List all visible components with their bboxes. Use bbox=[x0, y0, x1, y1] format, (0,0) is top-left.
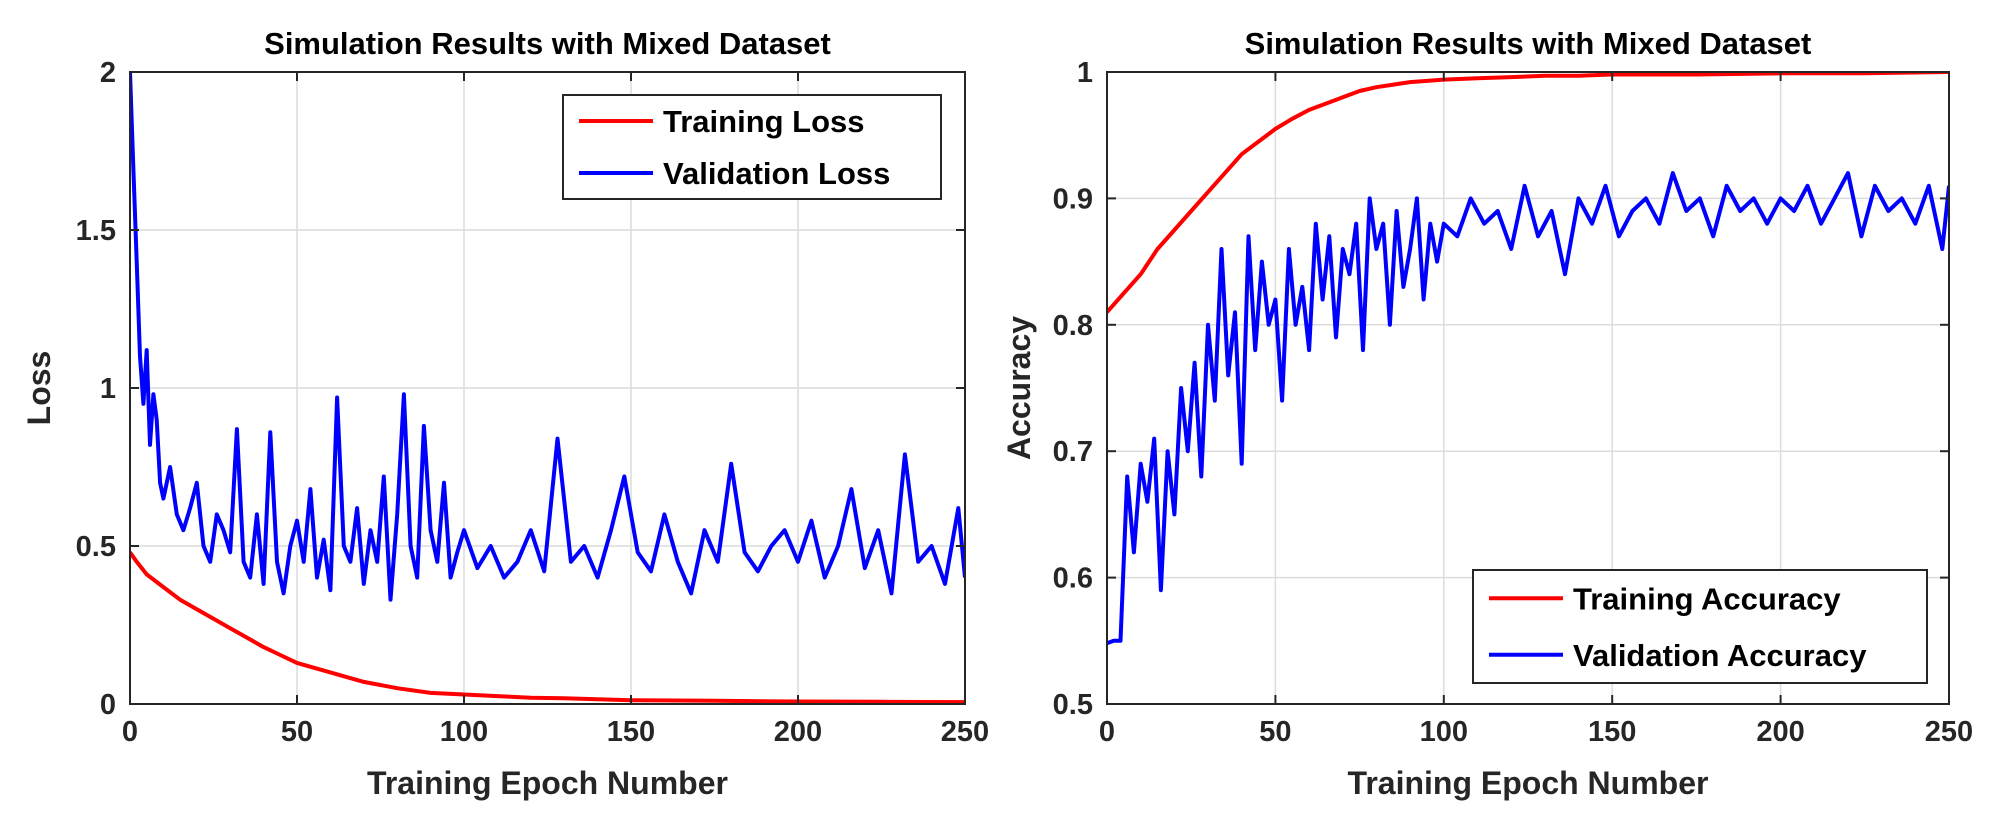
chart-title: Simulation Results with Mixed Dataset bbox=[264, 26, 831, 61]
x-tick-label: 0 bbox=[122, 716, 138, 748]
x-axis-label: Training Epoch Number bbox=[1348, 765, 1709, 801]
y-tick-label: 0.5 bbox=[76, 531, 116, 563]
y-tick-label: 0.9 bbox=[1053, 183, 1093, 215]
legend-box bbox=[1472, 569, 1928, 684]
x-tick-label: 100 bbox=[1420, 716, 1468, 748]
y-tick-label: 2 bbox=[100, 57, 116, 89]
y-tick-label: 0 bbox=[100, 689, 116, 721]
y-axis-label: Loss bbox=[21, 351, 57, 426]
y-tick-label: 0.7 bbox=[1053, 436, 1093, 468]
y-tick-label: 1 bbox=[1077, 57, 1093, 89]
x-tick-label: 100 bbox=[440, 716, 488, 748]
x-tick-label: 150 bbox=[607, 716, 655, 748]
series-line-validation-accuracy bbox=[1107, 171, 1949, 646]
y-tick-label: 0.6 bbox=[1053, 563, 1093, 595]
axes-box bbox=[1106, 71, 1950, 705]
loss-chart: 0 50 100 150 200 250 0 0.5 1 1.5 2 Simulation Resul… bbox=[21, 26, 989, 801]
series-line-training-accuracy bbox=[1107, 72, 1949, 314]
x-tick-label: 0 bbox=[1099, 716, 1115, 748]
y-tick-label: 1.5 bbox=[76, 215, 116, 247]
y-tick-label: 0.8 bbox=[1053, 310, 1093, 342]
series-line-validation-loss bbox=[130, 72, 965, 602]
x-tick-label: 50 bbox=[281, 716, 313, 748]
x-tick-label: 250 bbox=[941, 716, 989, 748]
x-tick-label: 150 bbox=[1588, 716, 1636, 748]
series-line-training-loss bbox=[130, 551, 965, 704]
x-tick-label: 50 bbox=[1259, 716, 1291, 748]
x-axis-label: Training Epoch Number bbox=[367, 765, 728, 801]
legend: Training Accuracy Validation Accuracy bbox=[1472, 569, 1928, 684]
legend-box bbox=[562, 94, 942, 200]
accuracy-chart: 0 50 100 150 200 250 0.5 0.6 0.7 0.8 0.9 1 Simulatio… bbox=[1001, 26, 1973, 801]
y-tick-label: 0.5 bbox=[1053, 689, 1093, 721]
legend-label: Training Loss bbox=[663, 104, 865, 139]
legend-label: Validation Accuracy bbox=[1573, 638, 1867, 673]
chart-title: Simulation Results with Mixed Dataset bbox=[1245, 26, 1812, 61]
x-tick-label: 200 bbox=[774, 716, 822, 748]
legend-label: Validation Loss bbox=[663, 156, 890, 191]
y-axis-label: Accuracy bbox=[1001, 316, 1037, 460]
x-tick-label: 250 bbox=[1925, 716, 1973, 748]
legend: Training Loss Validation Loss bbox=[562, 94, 942, 200]
y-tick-label: 1 bbox=[100, 373, 116, 405]
x-tick-label: 200 bbox=[1756, 716, 1804, 748]
legend-label: Training Accuracy bbox=[1573, 581, 1841, 616]
